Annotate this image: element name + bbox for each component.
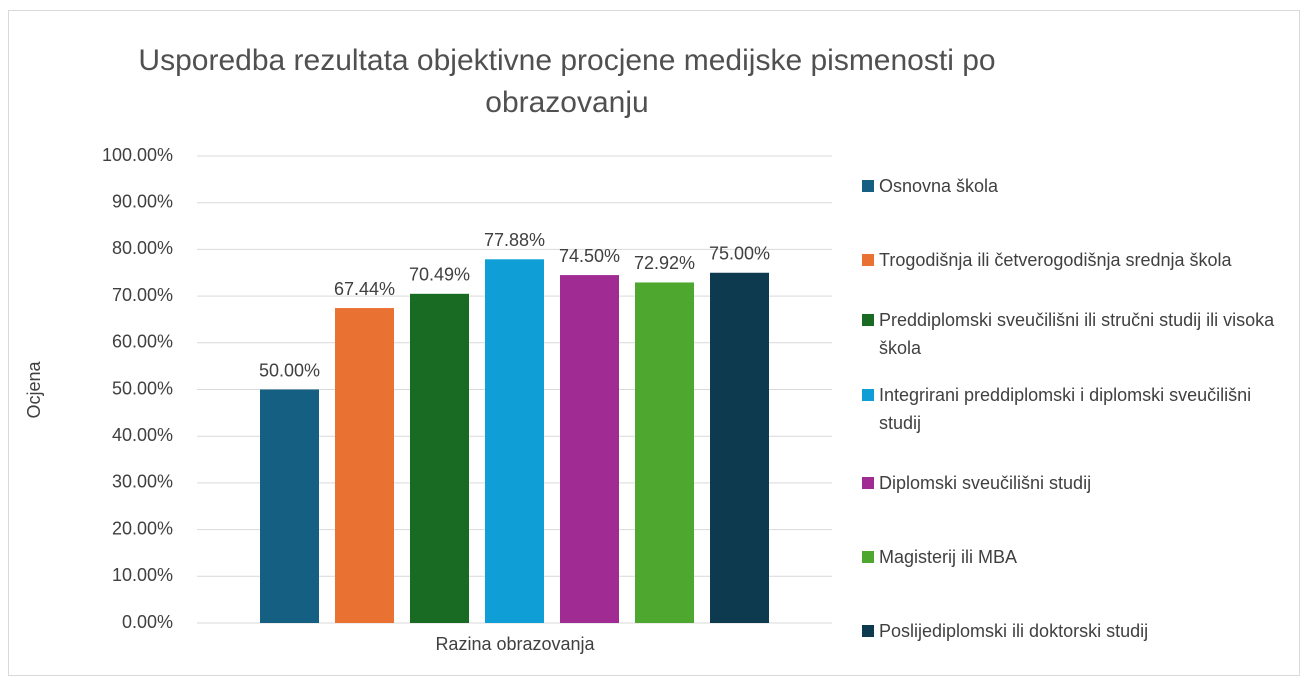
bar — [560, 275, 619, 623]
bar — [335, 308, 394, 623]
legend-item: Magisterij ili MBA — [862, 543, 1282, 571]
y-tick-label: 40.00% — [112, 425, 173, 445]
legend-swatch — [862, 551, 874, 563]
legend-item: Osnovna škola — [862, 172, 1282, 200]
y-tick-label: 0.00% — [122, 612, 173, 632]
legend-label: Preddiplomski sveučilišni ili stručni st… — [879, 310, 1275, 359]
legend-label: Osnovna škola — [879, 176, 999, 196]
y-tick-label: 70.00% — [112, 285, 173, 305]
data-label: 74.50% — [559, 246, 620, 266]
y-tick-label: 100.00% — [102, 145, 173, 165]
legend-item: Poslijediplomski ili doktorski studij — [862, 617, 1282, 645]
legend-swatch — [862, 180, 874, 192]
y-tick-label: 30.00% — [112, 472, 173, 492]
legend-item: Preddiplomski sveučilišni ili stručni st… — [862, 306, 1282, 362]
data-label: 67.44% — [334, 279, 395, 299]
legend-item: Integrirani preddiplomski i diplomski sv… — [862, 381, 1282, 437]
bar — [485, 259, 544, 623]
bar — [635, 282, 694, 623]
y-axis-title: Ocjena — [24, 361, 44, 419]
y-tick-label: 60.00% — [112, 332, 173, 352]
legend-swatch — [862, 625, 874, 638]
legend-item: Trogodišnja ili četverogodišnja srednja … — [862, 246, 1282, 274]
legend-swatch — [862, 476, 874, 489]
x-axis-title: Razina obrazovanja — [435, 634, 595, 654]
legend-item: Diplomski sveučilišni studij — [862, 469, 1282, 497]
y-tick-label: 20.00% — [112, 518, 173, 538]
legend-label: Poslijediplomski ili doktorski studij — [879, 621, 1149, 642]
legend-swatch — [862, 388, 874, 401]
chart-title: Usporedba rezultata objektivne procjene … — [138, 44, 996, 119]
y-tick-label: 10.00% — [112, 565, 173, 585]
data-label: 50.00% — [259, 360, 320, 380]
legend-label: Magisterij ili MBA — [879, 547, 1018, 567]
legend-label: Integrirani preddiplomski i diplomski sv… — [879, 384, 1252, 433]
y-tick-label: 50.00% — [112, 378, 173, 398]
y-tick-label: 80.00% — [112, 238, 173, 258]
data-label: 72.92% — [634, 253, 695, 273]
bar — [410, 293, 469, 623]
bar — [710, 272, 769, 623]
data-label: 70.49% — [409, 265, 470, 285]
legend-swatch — [862, 254, 874, 267]
legend-label: Trogodišnja ili četverogodišnja srednja … — [879, 250, 1232, 271]
bar — [260, 389, 319, 623]
data-label: 77.88% — [484, 230, 545, 250]
legend-label: Diplomski sveučilišni studij — [879, 472, 1092, 493]
legend-swatch — [862, 314, 874, 327]
data-label: 75.00% — [709, 244, 770, 264]
y-tick-label: 90.00% — [112, 191, 173, 211]
